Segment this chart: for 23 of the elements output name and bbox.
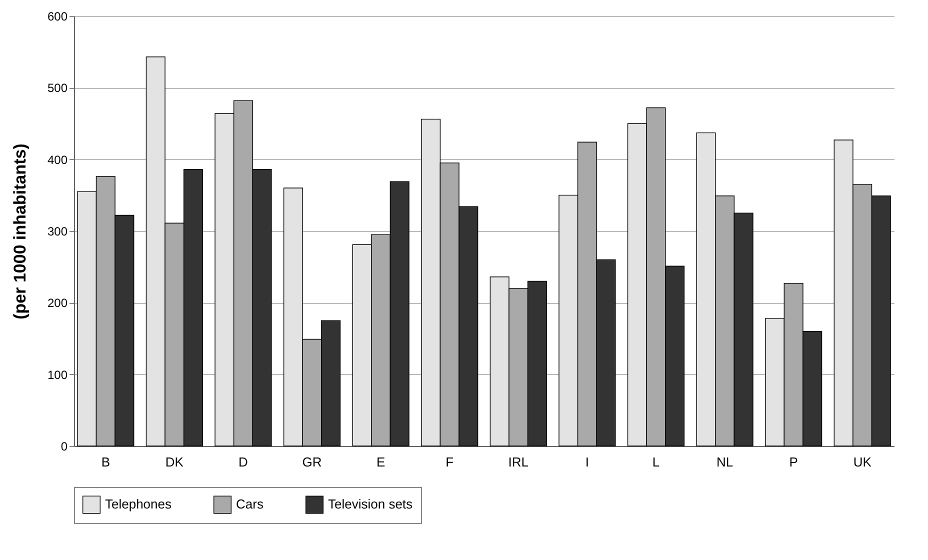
- x-tick-label: F: [446, 454, 454, 470]
- x-tick-label: I: [585, 454, 589, 470]
- y-tick-label: 100: [47, 368, 68, 382]
- legend-label: Telephones: [105, 496, 172, 512]
- y-axis-title: (per 1000 inhabitants): [10, 144, 30, 320]
- x-tick-label: GR: [302, 454, 322, 470]
- y-tick-label: 200: [47, 296, 68, 310]
- legend-label: Cars: [236, 496, 264, 512]
- x-tick-label: B: [101, 454, 110, 470]
- y-tick-label: 400: [47, 152, 68, 167]
- y-tick-label: 500: [47, 81, 68, 96]
- legend-label: Television sets: [328, 496, 414, 512]
- y-tick-label: 300: [47, 224, 68, 238]
- x-tick-label: L: [652, 454, 660, 470]
- y-tick-label: 600: [47, 10, 68, 24]
- x-tick-label: UK: [853, 454, 872, 470]
- x-tick-label: NL: [716, 454, 734, 470]
- y-tick-label: 0: [60, 440, 68, 454]
- x-tick-label: E: [376, 454, 386, 470]
- x-tick-label: IRL: [508, 454, 529, 470]
- x-tick-label: P: [789, 454, 798, 470]
- x-tick-label: DK: [165, 454, 184, 470]
- x-tick-label: D: [238, 454, 248, 470]
